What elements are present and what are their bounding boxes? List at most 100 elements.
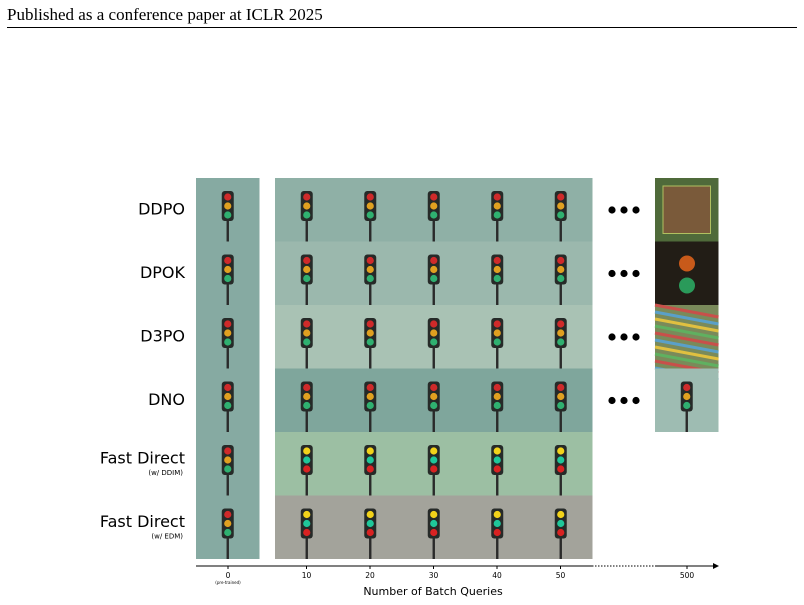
row-note: (w/ DDIM): [148, 469, 183, 477]
light: [303, 338, 311, 346]
light: [366, 211, 374, 219]
light: [430, 510, 438, 519]
light: [557, 274, 565, 283]
pole: [226, 271, 229, 305]
light: [493, 329, 501, 337]
light: [430, 383, 438, 392]
ellipsis-dot: [632, 206, 640, 214]
pole: [226, 525, 229, 559]
light: [557, 256, 565, 265]
light: [493, 320, 501, 328]
light: [430, 456, 438, 464]
ellipsis-dot: [608, 333, 616, 341]
pole: [496, 525, 499, 559]
image-detail: [654, 338, 719, 354]
light: [683, 383, 691, 392]
light: [430, 256, 438, 265]
light: [303, 211, 311, 219]
light: [224, 456, 232, 464]
light: [303, 274, 311, 283]
light: [557, 528, 565, 537]
pole: [559, 398, 562, 432]
pole: [559, 525, 562, 559]
light: [366, 528, 374, 537]
light: [557, 392, 565, 401]
light: [303, 519, 311, 528]
light: [303, 456, 311, 464]
axis-arrow: [713, 563, 719, 569]
light: [430, 447, 438, 455]
light: [366, 202, 374, 210]
light: [679, 277, 695, 294]
light: [430, 528, 438, 537]
pole: [559, 208, 562, 242]
x-tick-label: 50: [556, 571, 566, 580]
light: [224, 383, 232, 392]
light: [557, 329, 565, 337]
header: Published as a conference paper at ICLR …: [7, 5, 323, 24]
pole: [559, 271, 562, 305]
light: [303, 401, 311, 410]
light: [430, 265, 438, 274]
image-tile: [655, 241, 719, 305]
light: [430, 211, 438, 219]
pole: [496, 398, 499, 432]
pole: [369, 335, 372, 369]
light: [430, 274, 438, 283]
light: [493, 211, 501, 219]
light: [224, 519, 232, 528]
light: [557, 320, 565, 328]
light: [303, 265, 311, 274]
light: [430, 519, 438, 528]
light: [557, 456, 565, 464]
light: [366, 383, 374, 392]
row-label: Fast Direct: [100, 512, 185, 531]
light: [430, 202, 438, 210]
light: [366, 456, 374, 464]
x-tick-label: 20: [365, 571, 375, 580]
light: [557, 465, 565, 473]
pole: [226, 398, 229, 432]
pole: [496, 271, 499, 305]
light: [493, 383, 501, 392]
light: [557, 338, 565, 346]
image-detail: [654, 303, 719, 319]
pole: [369, 398, 372, 432]
pole: [226, 462, 229, 496]
image-detail: [654, 345, 719, 361]
ellipsis-dot: [620, 333, 628, 341]
light: [493, 265, 501, 274]
light: [557, 265, 565, 274]
light: [493, 528, 501, 537]
pole: [432, 208, 435, 242]
light: [224, 329, 232, 337]
pole: [432, 398, 435, 432]
ellipsis-dot: [632, 396, 640, 405]
ellipsis-dot: [608, 396, 616, 405]
light: [430, 401, 438, 410]
light: [366, 392, 374, 401]
light: [303, 392, 311, 401]
x-tick-label: 0: [226, 571, 231, 580]
pole: [559, 335, 562, 369]
pole: [226, 208, 229, 242]
light: [303, 329, 311, 337]
light: [493, 338, 501, 346]
pole: [685, 398, 688, 432]
pole: [305, 525, 308, 559]
image-detail: [654, 352, 719, 368]
image-detail: [662, 185, 711, 234]
ellipsis-dot: [632, 333, 640, 341]
light: [224, 193, 232, 201]
pole: [369, 271, 372, 305]
pole: [559, 462, 562, 496]
light: [493, 447, 501, 455]
x-tick-label: 500: [680, 571, 695, 580]
ellipsis-dot: [608, 269, 616, 278]
light: [303, 447, 311, 455]
light: [493, 465, 501, 473]
row-label: D3PO: [140, 327, 185, 346]
light: [557, 383, 565, 392]
